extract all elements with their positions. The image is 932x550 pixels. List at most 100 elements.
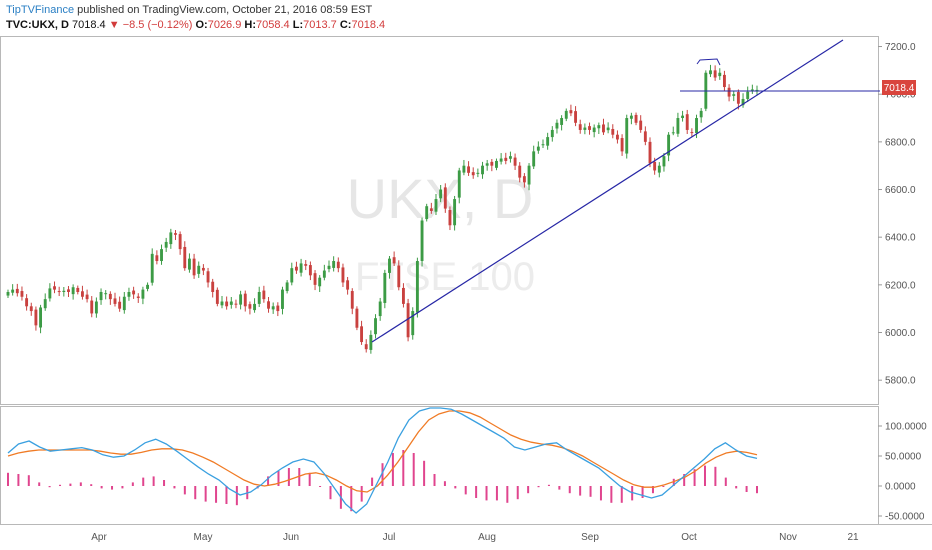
macd-signal-line: [7, 410, 758, 493]
candle: [513, 153, 517, 170]
macd-histogram-bar: [589, 486, 592, 497]
macd-histogram-bar: [277, 471, 280, 486]
candle: [29, 302, 33, 316]
macd-histogram-bar: [464, 486, 467, 495]
candle: [99, 288, 103, 305]
candle: [341, 263, 345, 287]
time-tick-label: May: [194, 532, 213, 543]
candle: [141, 286, 145, 305]
candle: [639, 115, 643, 133]
macd-histogram-bar: [631, 486, 634, 501]
candle: [564, 108, 568, 122]
candle: [327, 260, 331, 273]
candle: [150, 248, 154, 286]
candle: [271, 302, 275, 314]
candle: [25, 294, 29, 311]
candle: [322, 264, 326, 281]
macd-histogram-bar: [371, 477, 374, 486]
candle: [699, 108, 703, 123]
time-tick-label: Jul: [383, 532, 396, 543]
candle: [127, 287, 131, 301]
candle: [239, 290, 243, 310]
candle: [253, 298, 257, 313]
candle: [360, 320, 364, 345]
candle: [439, 184, 443, 203]
candle: [443, 183, 447, 213]
time-tick-label: Nov: [779, 532, 797, 543]
candle: [192, 253, 196, 279]
candle: [527, 163, 531, 191]
macd-line: [7, 407, 758, 514]
macd-tick-label: 100.0000: [885, 422, 927, 433]
macd-histogram-bar: [443, 481, 446, 486]
macd-histogram-bar: [412, 453, 415, 486]
candle: [401, 283, 405, 308]
last-price-badge-text: 7018.4: [884, 83, 915, 94]
candle: [648, 137, 652, 168]
candle: [420, 217, 424, 267]
time-tick-label: Sep: [581, 532, 599, 543]
candle: [178, 231, 182, 255]
candle: [490, 159, 494, 172]
candle: [709, 64, 712, 78]
price-tick-label: 7200.0: [885, 42, 916, 53]
candle: [257, 286, 261, 308]
candle: [574, 106, 578, 127]
time-axis: Apr May Jun Jul Aug Sep Oct Nov 21: [91, 532, 859, 543]
candle: [336, 257, 340, 273]
candle: [481, 161, 484, 179]
candle: [462, 159, 466, 176]
macd-histogram-bar: [735, 486, 738, 489]
candle: [495, 158, 498, 171]
top-bracket-line[interactable]: [696, 58, 721, 66]
candle: [220, 296, 224, 309]
candle: [34, 306, 38, 331]
candle: [225, 296, 229, 310]
macd-histogram-bar: [194, 486, 197, 500]
time-tick-label: Oct: [681, 532, 697, 543]
macd-histogram-bar: [756, 486, 758, 494]
candle: [718, 68, 722, 80]
price-tick-label: 6400.0: [885, 233, 916, 244]
candle: [243, 290, 247, 312]
macd-histogram-bar: [360, 486, 363, 502]
candle: [234, 299, 238, 309]
candle: [118, 296, 122, 312]
macd-histogram-bar: [381, 463, 384, 486]
candle: [388, 256, 391, 279]
candle: [76, 285, 80, 295]
watermark-name: FTSE 100: [355, 255, 535, 299]
uptrend-line[interactable]: [371, 39, 844, 343]
macd-axis: 100.0000 50.0000 0.0000 -50.0000: [878, 422, 927, 523]
low-value: 7013.7: [303, 19, 337, 31]
candle: [532, 145, 536, 170]
candle: [132, 286, 136, 299]
candle: [197, 261, 201, 278]
candle: [471, 167, 475, 179]
macd-histogram-bar: [38, 482, 41, 486]
candle: [248, 301, 252, 315]
candle: [597, 122, 601, 134]
publisher-link[interactable]: TipTVFinance: [6, 4, 75, 16]
candle: [313, 270, 317, 291]
price-tick-label: 6600.0: [885, 185, 916, 196]
published-text: published on TradingView.com, October 21…: [77, 4, 373, 16]
candle: [634, 112, 638, 126]
candle: [541, 139, 545, 149]
macd-histogram-bar: [183, 486, 186, 495]
macd-histogram-bar: [683, 474, 686, 486]
candle: [620, 134, 624, 156]
candle: [80, 285, 84, 300]
macd-tick-label: 50.0000: [885, 452, 922, 463]
macd-histogram-bar: [287, 468, 290, 486]
macd-histogram-bar: [485, 486, 488, 501]
macd-histogram-bar: [610, 486, 613, 503]
macd-histogram-bar: [423, 460, 426, 486]
macd-histogram-bar: [152, 476, 155, 486]
candle: [555, 119, 559, 134]
candle: [229, 296, 233, 309]
macd-histogram-bar: [7, 472, 9, 486]
candle: [690, 128, 694, 137]
macd-histogram-bar: [745, 486, 748, 492]
